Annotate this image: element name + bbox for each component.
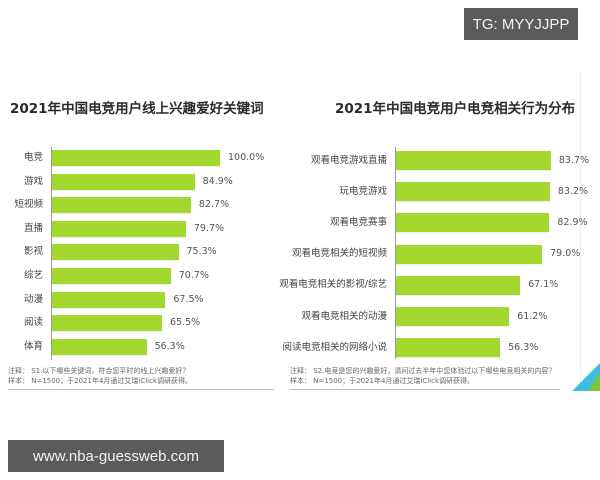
bar-row: 综艺 70.7% (0, 268, 600, 286)
chart-sample: 样本： N=1500；于2021年4月通过艾瑞iClick调研获得。 (8, 377, 193, 385)
category-label: 影视 (23, 246, 43, 258)
value-label: 84.9% (202, 175, 233, 187)
y-axis-line (395, 147, 396, 359)
bar (52, 150, 220, 166)
value-label: 83.7% (558, 154, 590, 166)
bar-row: 影视 75.3% (0, 244, 600, 262)
bar-row: 阅读 65.5% (0, 315, 600, 333)
bar-row: 观看电竞游戏直播 83.7% (0, 151, 600, 170)
bar-row: 电竞 100.0% (0, 150, 600, 168)
chart-title: 2021年中国电竞用户电竞相关行为分布 (335, 101, 576, 117)
value-label: 75.3% (186, 246, 217, 258)
category-label: 动漫 (23, 293, 43, 305)
corner-decoration-icon (572, 363, 600, 391)
value-label: 65.5% (170, 317, 201, 329)
chart-sample: 样本： N=1500；于2021年4月通过艾瑞iClick调研获得。 (290, 377, 475, 385)
bar (396, 213, 550, 233)
bar (396, 307, 510, 326)
category-label: 综艺 (23, 270, 43, 281)
value-label: 70.7% (178, 270, 209, 281)
value-label: 56.3% (508, 341, 539, 353)
category-label: 体育 (23, 340, 43, 352)
value-label: 83.2% (557, 185, 589, 197)
value-label: 67.1% (528, 279, 559, 291)
bar (52, 173, 195, 190)
bar (396, 151, 551, 170)
bar (52, 197, 191, 214)
bar-row: 直播 79.7% (0, 220, 600, 239)
category-label: 游戏 (23, 175, 43, 187)
category-label: 观看电竞游戏直播 (310, 154, 387, 166)
bar-row: 动漫 67.5% (0, 291, 600, 310)
chart-note: 注释： S2.电竞是您的兴趣爱好，请问过去半年中您体验过以下哪些电竞相关的内容？ (290, 367, 556, 375)
category-label: 观看电竞相关的短视频 (291, 248, 387, 260)
y-axis-line (51, 147, 52, 360)
category-label: 观看电竞赛事 (329, 216, 387, 228)
bar (396, 275, 521, 295)
bar (52, 220, 186, 237)
bar-row: 观看电竞相关的短视频 79.0% (0, 244, 600, 264)
chart-note: 注释： S1.以下哪些关键词，符合您平时的线上兴趣爱好？ (8, 367, 190, 375)
category-label: 短视频 (14, 199, 43, 211)
category-label: 观看电竞相关的影视/综艺 (279, 279, 387, 291)
value-label: 61.2% (517, 310, 548, 322)
value-label: 67.5% (173, 293, 204, 305)
bar-row: 观看电竞相关的影视/综艺 67.1% (0, 275, 600, 295)
category-label: 观看电竞相关的动漫 (301, 310, 387, 322)
bar-row: 游戏 84.9% (0, 173, 600, 192)
value-label: 56.3% (154, 340, 185, 352)
watermark-top-right: TG: MYYJJPP (464, 8, 578, 40)
bar (52, 268, 171, 284)
note-underline (8, 389, 274, 390)
bar-row: 体育 56.3% (0, 338, 600, 357)
note-underline (290, 389, 560, 390)
category-label: 玩电竞游戏 (339, 185, 387, 197)
bar (396, 244, 543, 264)
panel-divider (580, 74, 581, 394)
bar-row: 短视频 82.7% (0, 197, 600, 215)
value-label: 79.0% (550, 248, 581, 260)
category-label: 直播 (23, 222, 43, 234)
category-label: 电竞 (23, 152, 43, 163)
chart-title: 2021年中国电竞用户线上兴趣爱好关键词 (10, 101, 264, 117)
bar (52, 291, 166, 308)
category-label: 阅读 (23, 317, 43, 329)
value-label: 82.9% (557, 216, 588, 228)
value-label: 82.7% (198, 199, 230, 211)
bar-row: 观看电竞赛事 82.9% (0, 213, 600, 233)
bar (52, 338, 147, 355)
bar (52, 315, 163, 332)
value-label: 100.0% (228, 152, 265, 163)
watermark-bottom-left: www.nba-guessweb.com (8, 440, 224, 472)
bar-row: 观看电竞相关的动漫 61.2% (0, 307, 600, 326)
bar (396, 338, 501, 358)
category-label: 阅读电竞相关的网络小说 (282, 341, 387, 353)
value-label: 79.7% (193, 222, 225, 234)
bar (396, 182, 550, 202)
bar-row: 阅读电竞相关的网络小说 56.3% (0, 338, 600, 358)
bar-row: 玩电竞游戏 83.2% (0, 182, 600, 202)
bar (52, 244, 179, 261)
